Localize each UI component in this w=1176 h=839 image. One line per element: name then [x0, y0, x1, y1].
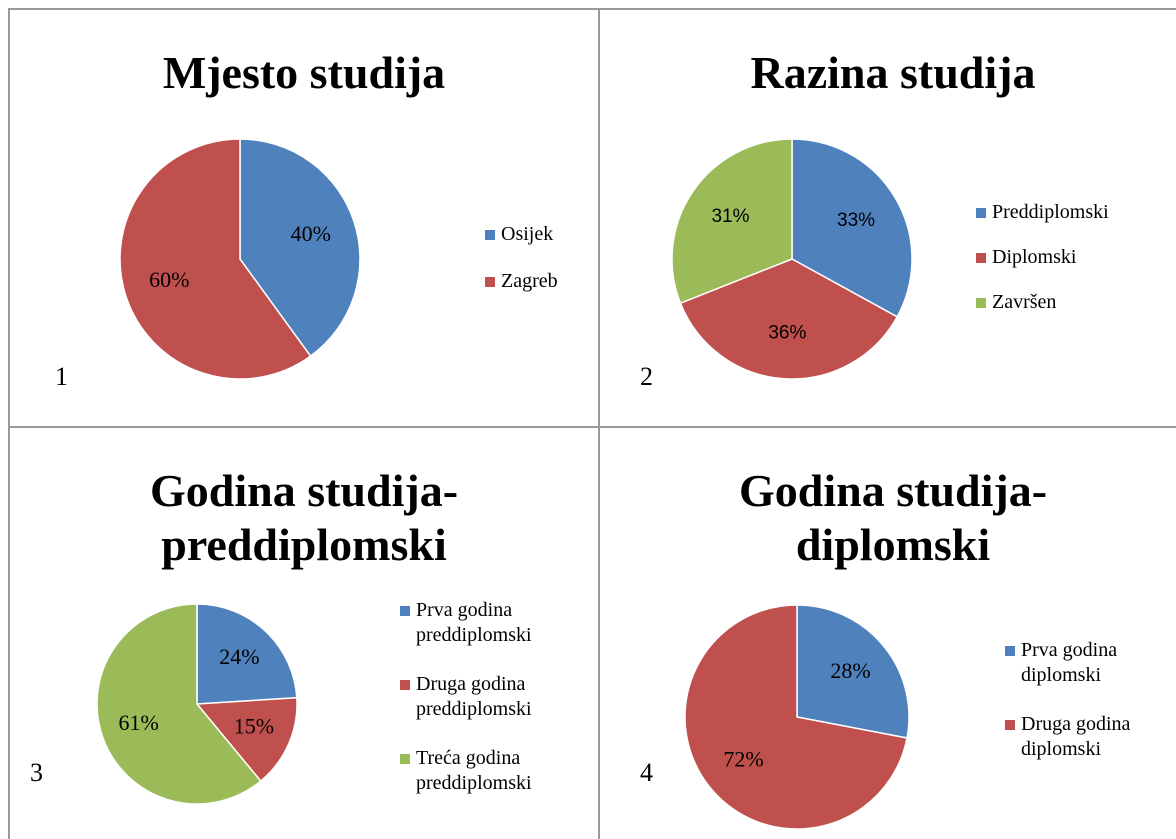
- legend-entry: Prva godina diplomski: [1005, 638, 1175, 688]
- legend-swatch: [976, 208, 986, 218]
- data-label: 31%: [711, 206, 749, 227]
- legend-label: Završen: [992, 291, 1057, 313]
- data-label: 40%: [291, 221, 331, 246]
- panel-number: 4: [640, 758, 653, 787]
- legend-entry: Druga godina diplomski: [1005, 712, 1175, 762]
- legend-entry: Druga godina preddiplomski: [400, 672, 570, 722]
- legend-entry: Diplomski: [976, 245, 1146, 270]
- legend-swatch: [976, 253, 986, 263]
- data-label: 60%: [149, 267, 189, 292]
- legend-label: Preddiplomski: [992, 201, 1109, 223]
- chart-title: Godina studija-preddiplomski: [149, 465, 459, 570]
- chart-title-box: Godina studija-diplomski: [600, 464, 1176, 572]
- legend-swatch: [485, 277, 495, 287]
- pie-chart: 24% 15% 61%: [96, 603, 298, 805]
- legend-entry: Osijek: [485, 222, 592, 247]
- data-label: 33%: [837, 210, 875, 231]
- data-label: 24%: [219, 644, 259, 669]
- data-label: 61%: [119, 710, 159, 735]
- pie-slice: [239, 138, 361, 358]
- pie-slice: [119, 138, 312, 380]
- chart-panel: 40% 60% Mjesto studija Osijek Zagreb 1: [8, 8, 600, 428]
- chart-title-box: Razina studija: [600, 46, 1176, 100]
- chart-title: Razina studija: [750, 47, 1036, 98]
- legend-entry: Treća godina preddiplomski: [400, 746, 570, 796]
- legend: Osijek Zagreb: [485, 222, 592, 294]
- pie-chart: 40% 60%: [119, 138, 361, 380]
- legend-label: Osijek: [501, 223, 554, 245]
- legend-label: Prva godina diplomski: [1021, 639, 1118, 686]
- chart-panel: 28% 72% Godina studija-diplomski Prva godin…: [598, 426, 1176, 839]
- chart-title-box: Mjesto studija: [10, 46, 598, 100]
- legend-entry: Prva godina preddiplomski: [400, 598, 570, 648]
- chart-title-box: Godina studija-preddiplomski: [10, 464, 598, 572]
- legend-swatch: [400, 680, 410, 690]
- legend-label: Zagreb: [501, 270, 558, 292]
- legend-swatch: [1005, 720, 1015, 730]
- pie-slice: [96, 603, 262, 805]
- legend-label: Treća godina preddiplomski: [416, 747, 532, 794]
- legend: Preddiplomski Diplomski Završen: [976, 200, 1146, 315]
- chart-panel: 33% 36% 31% Razina studija Preddiplomski Dipl…: [598, 8, 1176, 428]
- legend: Prva godina diplomski Druga godina diplom…: [1005, 638, 1175, 762]
- pie-chart: 33% 36% 31%: [671, 138, 913, 380]
- legend-entry: Završen: [976, 290, 1146, 315]
- legend: Prva godina preddiplomski Druga godina pr…: [400, 598, 570, 796]
- legend-swatch: [976, 298, 986, 308]
- pie-slice: [791, 138, 913, 318]
- panel-number: 2: [640, 362, 653, 391]
- panel-number: 3: [30, 758, 43, 787]
- chart-panel: 24% 15% 61% Godina studija-preddiplomski Prv…: [8, 426, 600, 839]
- legend-label: Diplomski: [992, 246, 1077, 268]
- data-label: 28%: [830, 658, 870, 683]
- pie-slice: [679, 258, 899, 380]
- chart-title: Mjesto studija: [162, 47, 446, 98]
- pie-chart: 28% 72%: [684, 604, 910, 830]
- panel-number: 1: [55, 362, 68, 391]
- pie-slice: [684, 604, 908, 830]
- legend-label: Prva godina preddiplomski: [416, 599, 532, 646]
- legend-entry: Zagreb: [485, 269, 592, 294]
- legend-swatch: [400, 606, 410, 616]
- legend-swatch: [400, 754, 410, 764]
- pie-slice: [196, 603, 298, 705]
- legend-label: Druga godina diplomski: [1021, 713, 1131, 760]
- legend-swatch: [1005, 646, 1015, 656]
- pie-slice: [671, 138, 793, 305]
- data-label: 72%: [723, 746, 763, 771]
- legend-label: Druga godina preddiplomski: [416, 673, 532, 720]
- data-label: 15%: [234, 714, 274, 739]
- pie-slice: [195, 696, 298, 783]
- legend-entry: Preddiplomski: [976, 200, 1146, 225]
- legend-swatch: [485, 230, 495, 240]
- data-label: 36%: [768, 322, 806, 343]
- chart-title: Godina studija-diplomski: [738, 465, 1048, 570]
- pie-slice: [796, 604, 910, 739]
